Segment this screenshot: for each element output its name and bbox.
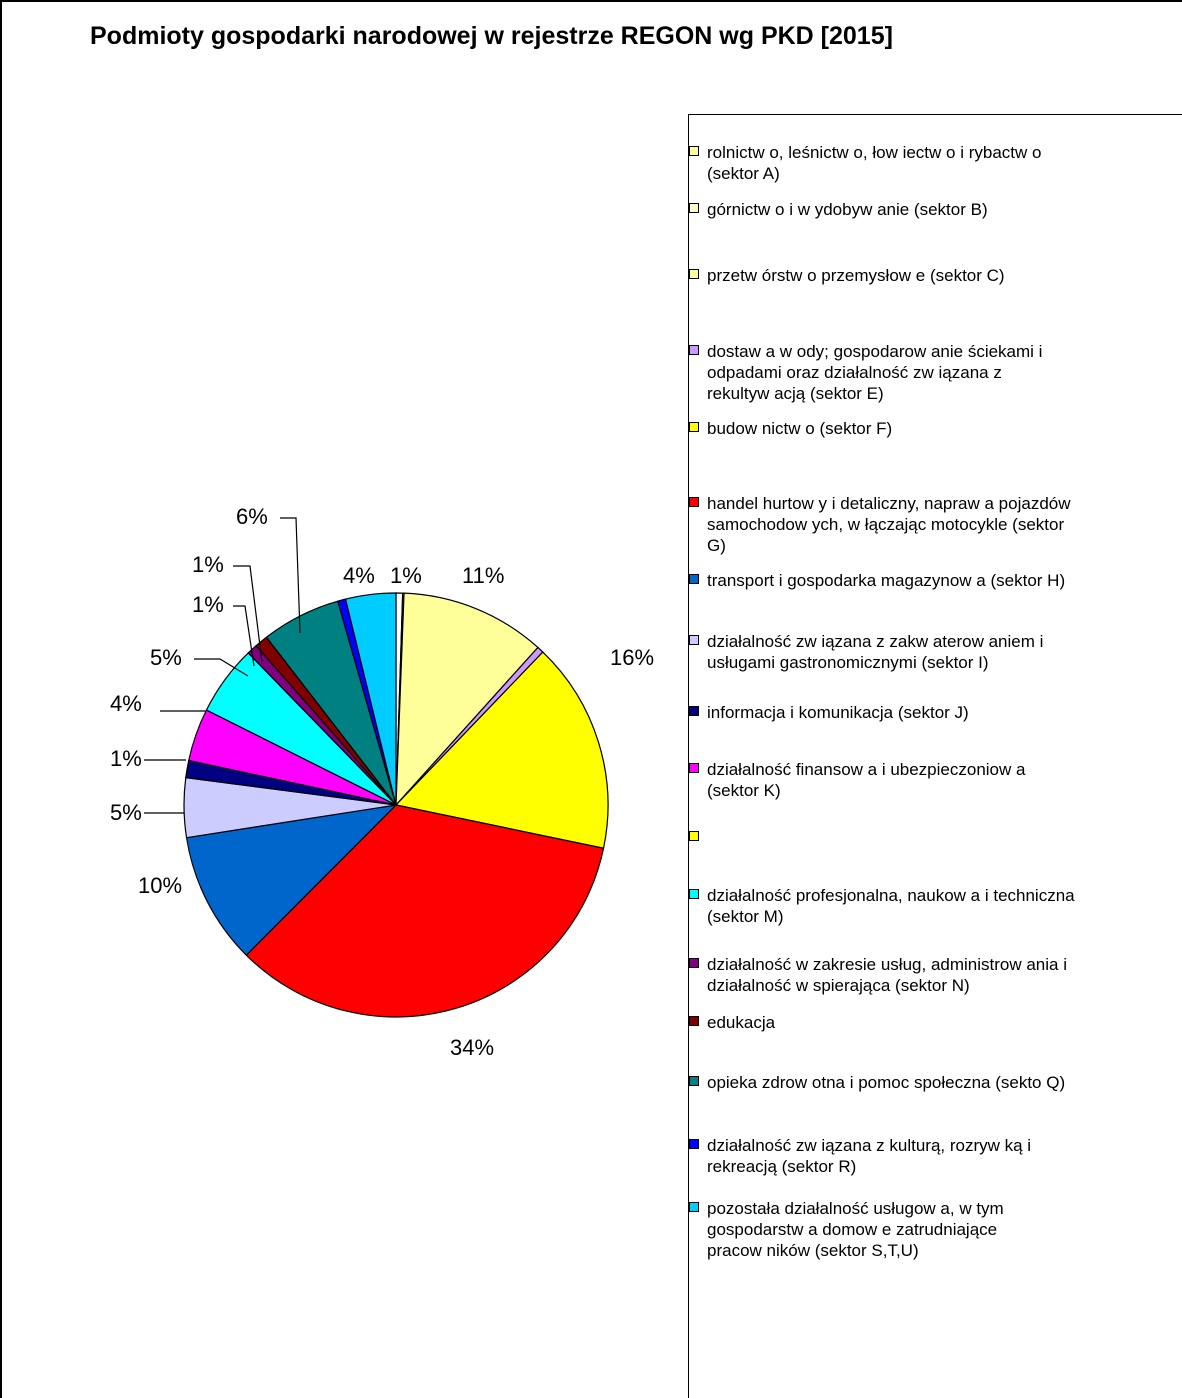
- pie-slice-16: [344, 592, 397, 806]
- legend-label-line: działalność w spierająca (sektor N): [707, 976, 970, 995]
- legend-swatch: [689, 831, 699, 841]
- legend-item: informacja i komunikacja (sektor J): [689, 702, 1182, 723]
- pct-label-12: 1%: [192, 592, 224, 617]
- legend-label-line: gospodarstw a domow e zatrudniające: [707, 1220, 998, 1239]
- legend-label-line: (sektor K): [707, 781, 781, 800]
- pct-label-2: 11%: [462, 563, 504, 588]
- legend-item: działalność zw iązana z kulturą, rozryw …: [689, 1135, 1182, 1177]
- chart-title: Podmioty gospodarki narodowej w rejestrz…: [90, 22, 893, 50]
- legend-label-line: odpadami oraz działalność zw iązana z: [707, 363, 1002, 382]
- legend-swatch: [689, 574, 699, 584]
- pct-label-13: 1%: [192, 552, 224, 577]
- legend-item: górnictw o i w ydobyw anie (sektor B): [689, 199, 1182, 220]
- legend-label-line: działalność finansow a i ubezpieczoniow …: [707, 760, 1026, 779]
- legend-swatch: [689, 422, 699, 432]
- legend-label-line: działalność w zakresie usług, administro…: [707, 955, 1067, 974]
- legend-label-line: (sektor A): [707, 164, 780, 183]
- legend-swatch: [689, 1139, 699, 1149]
- legend-swatch: [689, 345, 699, 355]
- legend-label-line: (sektor M): [707, 907, 784, 926]
- pct-label-14: 6%: [236, 504, 268, 529]
- legend-label-line: rolnictw o, leśnictw o, łow iectw o i ry…: [707, 143, 1042, 162]
- legend-item: edukacja: [689, 1012, 1182, 1033]
- legend-swatch: [689, 1202, 699, 1212]
- legend-label-line: rekultyw acją (sektor E): [707, 384, 884, 403]
- leader-line-13: [233, 565, 263, 663]
- legend-swatch: [689, 1016, 699, 1026]
- legend-swatch: [689, 763, 699, 773]
- pct-label-0: 1%: [390, 563, 422, 588]
- legend-item: budow nictw o (sektor F): [689, 418, 1182, 439]
- legend-item: dostaw a w ody; gospodarow anie ściekami…: [689, 341, 1182, 404]
- legend-item: handel hurtow y i detaliczny, napraw a p…: [689, 493, 1182, 556]
- legend-item: działalność profesjonalna, naukow a i te…: [689, 885, 1182, 927]
- legend-item: pozostała działalność usługow a, w tym go…: [689, 1198, 1182, 1261]
- pct-label-5: 34%: [450, 1035, 494, 1060]
- pct-label-7: 5%: [110, 800, 142, 825]
- legend-item: działalność w zakresie usług, administro…: [689, 954, 1182, 996]
- pie-slice-6: [185, 804, 398, 956]
- legend-label-line: informacja i komunikacja (sektor J): [707, 703, 969, 722]
- pie-slice-2: [395, 592, 539, 807]
- legend-label-line: pozostała działalność usługow a, w tym: [707, 1199, 1004, 1218]
- legend-swatch: [689, 269, 699, 279]
- legend-item: transport i gospodarka magazynow a (sekt…: [689, 570, 1182, 591]
- pct-label-11: 5%: [150, 645, 182, 670]
- leader-line-11: [194, 658, 249, 677]
- legend-swatch: [689, 203, 699, 213]
- legend-item: rolnictw o, leśnictw o, łow iectw o i ry…: [689, 142, 1182, 184]
- leader-line-12: [233, 605, 255, 667]
- pie-slice-4: [394, 651, 609, 849]
- legend-label-line: budow nictw o (sektor F): [707, 419, 893, 438]
- pie-slice-5: [245, 804, 605, 1018]
- legend-item: przetw órstw o przemysłow e (sektor C): [689, 265, 1182, 286]
- legend-label-line: działalność zw iązana z kulturą, rozryw …: [707, 1136, 1032, 1155]
- legend-label-line: usługami gastronomicznymi (sektor I): [707, 653, 989, 672]
- legend-label-line: transport i gospodarka magazynow a (sekt…: [707, 571, 1066, 590]
- pct-label-9: 4%: [110, 691, 142, 716]
- legend-swatch: [689, 1076, 699, 1086]
- pct-label-6: 10%: [138, 873, 182, 898]
- legend-swatch: [689, 706, 699, 716]
- legend-label-line: samochodow ych, w łączając motocykle (se…: [707, 515, 1065, 534]
- legend-swatch: [689, 635, 699, 645]
- legend-label-line: dostaw a w ody; gospodarow anie ściekami…: [707, 342, 1043, 361]
- legend-label-line: handel hurtow y i detaliczny, napraw a p…: [707, 494, 1071, 513]
- legend-label-line: przetw órstw o przemysłow e (sektor C): [707, 266, 1005, 285]
- pct-label-4: 16%: [610, 645, 654, 670]
- legend: rolnictw o, leśnictw o, łow iectw o i ry…: [688, 114, 1182, 1398]
- legend-label-line: działalność profesjonalna, naukow a i te…: [707, 886, 1075, 905]
- legend-label-line: górnictw o i w ydobyw anie (sektor B): [707, 200, 988, 219]
- legend-label-line: opieka zdrow otna i pomoc społeczna (sek…: [707, 1073, 1066, 1092]
- legend-label-line: pracow ników (sektor S,T,U): [707, 1241, 919, 1260]
- pct-label-16: 4%: [343, 563, 375, 588]
- legend-item: działalność finansow a i ubezpieczoniow …: [689, 759, 1182, 801]
- legend-label-line: edukacja: [707, 1013, 776, 1032]
- legend-item: działalność zw iązana z zakw aterow anie…: [689, 631, 1182, 673]
- legend-label-line: rekreacją (sektor R): [707, 1157, 857, 1176]
- legend-swatch: [689, 889, 699, 899]
- legend-item: opieka zdrow otna i pomoc społeczna (sek…: [689, 1072, 1182, 1093]
- leader-line-14: [280, 517, 301, 634]
- legend-swatch: [689, 497, 699, 507]
- legend-swatch: [689, 146, 699, 156]
- legend-label-line: G): [707, 536, 726, 555]
- pct-label-8: 1%: [110, 746, 142, 771]
- legend-swatch: [689, 958, 699, 968]
- legend-label-line: działalność zw iązana z zakw aterow anie…: [707, 632, 1044, 651]
